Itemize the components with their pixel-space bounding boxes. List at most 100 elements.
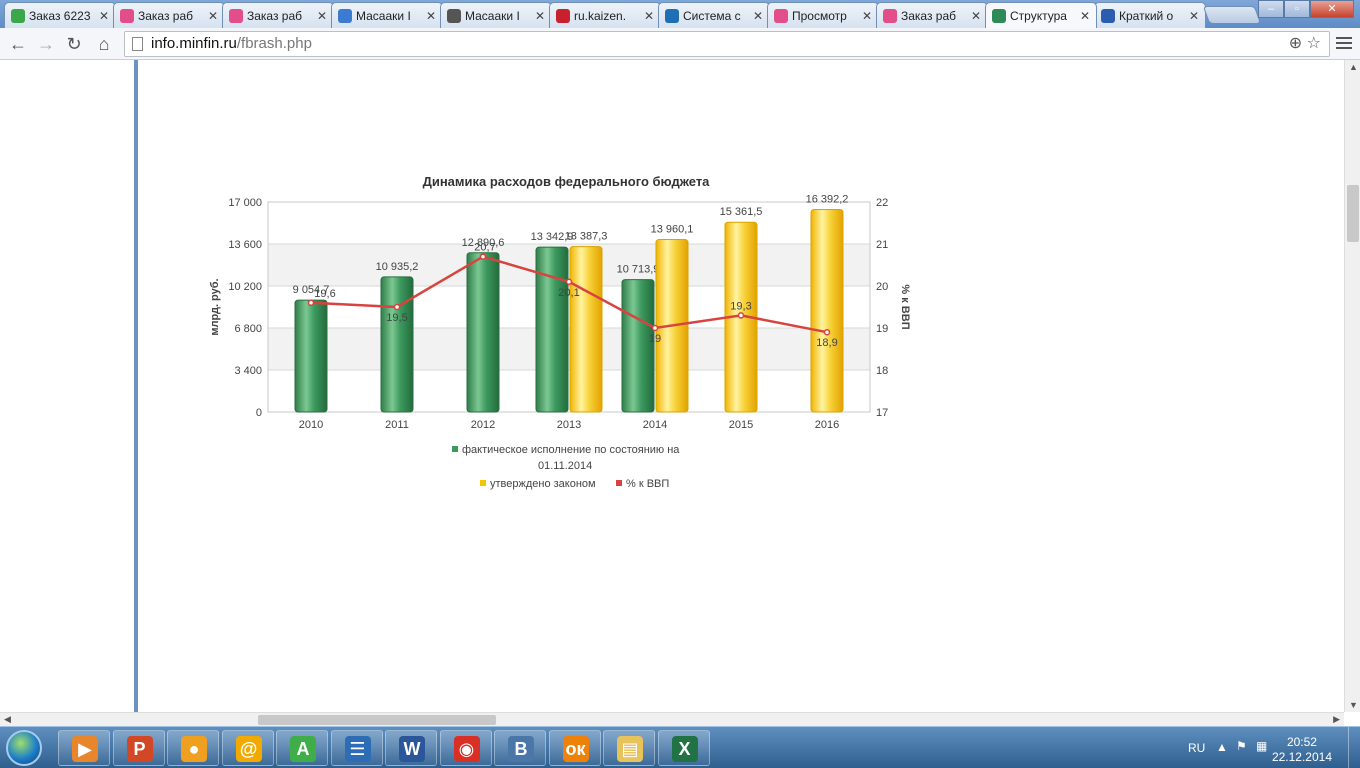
y-axis-label: млрд. руб. (209, 278, 221, 335)
new-tab-button[interactable] (1202, 6, 1262, 24)
tab-favicon-icon (447, 8, 461, 23)
horizontal-scrollbar[interactable]: ◀ ▶ (0, 712, 1344, 726)
y-tick-label: 6 800 (234, 323, 262, 335)
browser-tab[interactable]: Заказ раб ✕ (876, 2, 988, 28)
back-arrow-icon[interactable]: ← (9, 34, 27, 54)
taskbar-app-powerpoint[interactable]: P (112, 730, 165, 766)
legend-swatch-actual (452, 446, 458, 452)
minimize-button[interactable]: – (1258, 0, 1284, 18)
browser-tab[interactable]: Масааки I ✕ (331, 2, 443, 28)
y2-tick-label: 17 (876, 407, 888, 419)
horizontal-scroll-thumb[interactable] (258, 715, 496, 725)
chart-plot: 0 3 400 6 800 10 200 13 600 17 000 17 18 19 20 21 2… (209, 194, 911, 431)
scroll-down-arrow-icon[interactable]: ▼ (1349, 700, 1358, 710)
zoom-icon[interactable]: ⊕ (1288, 35, 1303, 52)
browser-tab[interactable]: Заказ раб ✕ (113, 2, 225, 28)
start-button[interactable] (6, 730, 42, 766)
reload-icon[interactable]: ↻ (66, 34, 82, 54)
home-icon[interactable]: ⌂ (98, 34, 110, 54)
omnibox-icons: ⊕ ☆ (1289, 32, 1321, 56)
tab-close-icon[interactable]: ✕ (98, 8, 109, 23)
flag-icon[interactable]: ⚑ (1236, 739, 1247, 753)
browser-tab[interactable]: Просмотр ✕ (767, 2, 879, 28)
address-bar[interactable]: info.minfin.ru/fbrash.php ⊕ ☆ (124, 31, 1330, 57)
tab-close-icon[interactable]: ✕ (752, 8, 763, 23)
gdp-label: 20,7 (474, 242, 495, 254)
clock[interactable]: 20:52 22.12.2014 (1272, 735, 1332, 765)
tab-close-icon[interactable]: ✕ (643, 8, 654, 23)
forward-arrow-icon[interactable]: → (37, 34, 55, 54)
scroll-up-arrow-icon[interactable]: ▲ (1349, 62, 1358, 72)
bar-label-approved: 15 361,5 (720, 206, 763, 218)
taskbar-app-chrome[interactable]: ◉ (439, 730, 492, 766)
scroll-right-arrow-icon[interactable]: ▶ (1333, 714, 1340, 724)
bookmark-star-icon[interactable]: ☆ (1306, 35, 1321, 52)
close-window-button[interactable]: ✕ (1310, 0, 1354, 18)
ball-app-icon: ● (181, 736, 207, 762)
bar-label-actual: 12 890,6 (462, 237, 505, 249)
menu-icon[interactable] (1336, 34, 1352, 52)
tab-close-icon[interactable]: ✕ (861, 8, 872, 23)
tab-close-icon[interactable]: ✕ (207, 8, 218, 23)
taskbar-app-ball-app[interactable]: ● (167, 730, 219, 766)
y2-tick-label: 19 (876, 323, 888, 335)
powerpoint-icon: P (126, 736, 153, 762)
browser-tab[interactable]: Краткий о ✕ (1094, 2, 1206, 28)
scroll-left-arrow-icon[interactable]: ◀ (4, 714, 11, 724)
gdp-label: 20,1 (558, 287, 579, 299)
y-tick-label: 10 200 (228, 281, 262, 293)
x-tick-label: 2013 (557, 419, 581, 431)
vertical-scrollbar[interactable]: ▲ ▼ (1344, 60, 1360, 712)
taskbar-app-explorer[interactable]: ▤ (603, 730, 655, 766)
taskbar-app-word[interactable]: W (385, 730, 437, 766)
tab-favicon-icon (883, 8, 897, 23)
tab-favicon-icon (556, 8, 570, 23)
legend-item-actual[interactable]: фактическое исполнение по состоянию на (452, 444, 679, 456)
browser-tab[interactable]: Заказ раб ✕ (222, 2, 334, 28)
bar-actual (621, 279, 655, 413)
tab-label: Масааки I (465, 8, 520, 23)
tab-close-icon[interactable]: ✕ (425, 8, 436, 23)
browser-tab[interactable]: Масааки I ✕ (440, 2, 552, 28)
legend-item-approved[interactable]: утверждено законом (480, 478, 596, 490)
taskbar-app-a-app[interactable]: A (276, 730, 328, 766)
maximize-button[interactable]: ▫ (1284, 0, 1310, 18)
tab-label: Краткий о (1119, 8, 1174, 23)
taskbar-app-media-player[interactable]: ▶ (58, 730, 110, 766)
x-tick-label: 2010 (299, 419, 323, 431)
odnoklassniki-icon: ок (562, 736, 589, 762)
taskbar-app-excel[interactable]: X (657, 730, 710, 766)
language-indicator[interactable]: RU (1188, 741, 1206, 755)
tab-close-icon[interactable]: ✕ (534, 8, 545, 23)
page-icon (132, 37, 143, 51)
tab-close-icon[interactable]: ✕ (1188, 8, 1199, 23)
taskbar-app-mail-agent[interactable]: @ (221, 730, 274, 766)
browser-tab[interactable]: Система с ✕ (658, 2, 770, 28)
browser-tab[interactable]: Заказ 6223 ✕ (4, 2, 116, 28)
vertical-scroll-thumb[interactable] (1347, 185, 1359, 242)
y-tick-label: 13 600 (228, 239, 262, 251)
tab-favicon-icon (229, 8, 243, 23)
browser-tab[interactable]: Структура ✕ (985, 2, 1097, 28)
url-domain: info.minfin.ru (151, 35, 237, 52)
show-desktop-button[interactable] (1348, 727, 1360, 768)
bar-label-actual: 9 054,7 (293, 284, 330, 296)
network-icon[interactable]: ▦ (1256, 739, 1268, 753)
tab-close-icon[interactable]: ✕ (316, 8, 327, 23)
taskbar-app-vkontakte[interactable]: B (494, 730, 546, 766)
taskbar-app-txt-ru[interactable]: ☰ (330, 730, 383, 766)
tab-close-icon[interactable]: ✕ (1079, 8, 1090, 23)
tab-close-icon[interactable]: ✕ (970, 8, 981, 23)
legend-swatch-gdp (616, 480, 622, 486)
tab-favicon-icon (992, 8, 1006, 23)
taskbar-app-odnoklassniki[interactable]: ок (548, 730, 601, 766)
tab-label: Масааки I (356, 8, 411, 23)
browser-tab[interactable]: ru.kaizen. ✕ (549, 2, 661, 28)
budget-chart: Динамика расходов федерального бюджета 0… (196, 160, 936, 510)
expand-tray-icon[interactable]: ▲ (1216, 740, 1228, 754)
bar-approved (810, 209, 844, 413)
bar-actual (294, 299, 328, 413)
legend-label-actual: фактическое исполнение по состоянию на (462, 444, 680, 456)
tab-favicon-icon (11, 8, 25, 23)
legend-item-gdp[interactable]: % к ВВП (616, 478, 669, 490)
